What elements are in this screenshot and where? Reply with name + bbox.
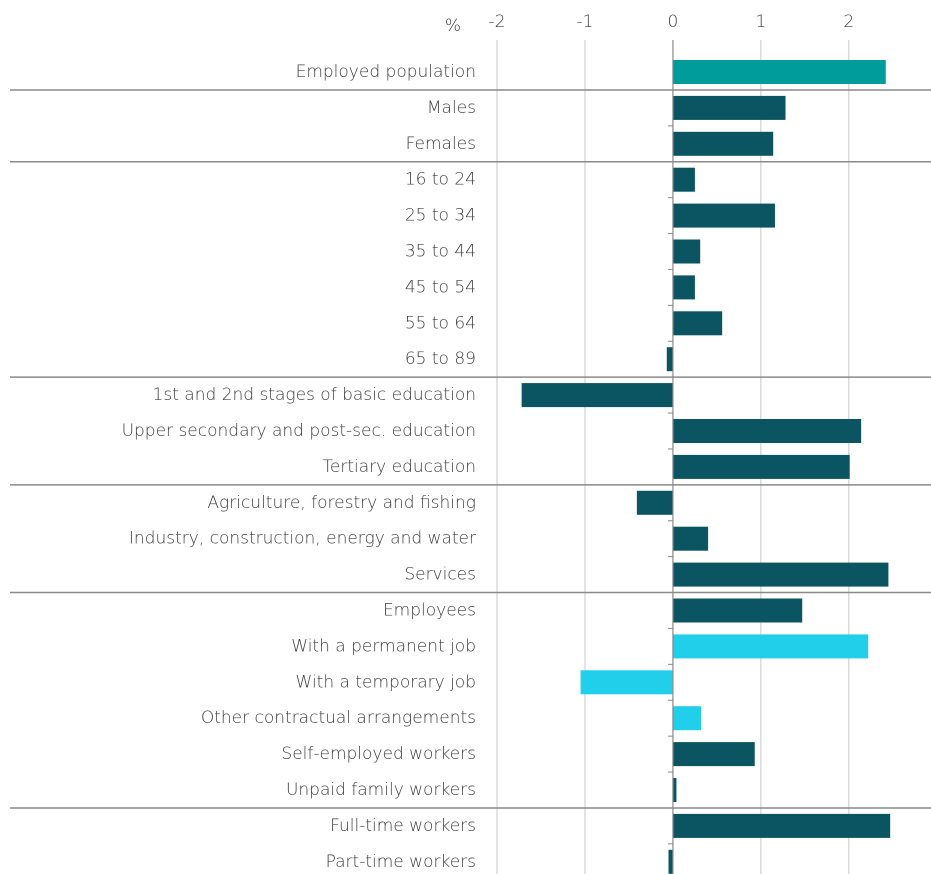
bar	[672, 813, 891, 838]
bar	[672, 454, 850, 479]
y-tick-label: 25 to 34	[405, 206, 476, 226]
bar	[666, 347, 673, 372]
bar	[672, 562, 889, 587]
x-tick-label: -2	[489, 12, 506, 32]
bar	[668, 849, 673, 874]
x-tick-label: -1	[576, 12, 593, 32]
bar	[672, 419, 862, 443]
bar	[672, 203, 775, 228]
y-tick-label: Agriculture, forestry and fishing	[207, 493, 476, 513]
y-tick-label: Tertiary education	[322, 457, 476, 477]
y-tick-label: Upper secondary and post-sec. education	[122, 421, 476, 441]
y-tick-label: 65 to 89	[405, 349, 476, 369]
y-tick-label: Other contractual arrangements	[201, 708, 476, 728]
x-tick-label: 1	[755, 12, 766, 32]
x-tick-label: 0	[668, 12, 679, 32]
x-tick-label: 2	[843, 12, 854, 32]
bar	[521, 383, 673, 408]
y-tick-label: Employed population	[296, 62, 476, 82]
y-tick-label: 55 to 64	[405, 313, 476, 333]
bar	[672, 526, 709, 551]
y-tick-label: Self-employed workers	[281, 744, 476, 764]
y-tick-label: With a temporary job	[296, 672, 476, 692]
y-tick-label: 1st and 2nd stages of basic education	[153, 385, 476, 405]
bar	[672, 131, 774, 156]
y-tick-label: Industry, construction, energy and water	[129, 529, 476, 549]
y-tick-label: With a permanent job	[291, 636, 476, 656]
y-tick-label: 35 to 44	[405, 242, 476, 262]
bar	[672, 167, 695, 192]
bar	[672, 239, 701, 264]
y-tick-label: Males	[427, 98, 476, 118]
bar	[672, 598, 803, 623]
bar	[672, 60, 886, 84]
bar	[636, 490, 673, 515]
bar	[672, 778, 677, 802]
bar	[672, 706, 702, 731]
bar	[672, 311, 723, 336]
y-tick-label: Services	[404, 565, 476, 585]
bar	[672, 95, 786, 120]
y-tick-label: Full-time workers	[330, 816, 476, 836]
y-tick-label: Employees	[383, 601, 476, 621]
y-tick-label: Part-time workers	[326, 852, 476, 872]
y-tick-label: Unpaid family workers	[286, 780, 476, 800]
bar	[672, 742, 755, 767]
y-tick-label: 45 to 54	[405, 277, 476, 297]
bar	[580, 670, 673, 695]
bar	[672, 634, 869, 659]
y-tick-label: 16 to 24	[405, 170, 476, 190]
bar	[672, 275, 695, 300]
y-tick-label: Females	[406, 134, 476, 154]
axis-label: %	[445, 16, 461, 36]
